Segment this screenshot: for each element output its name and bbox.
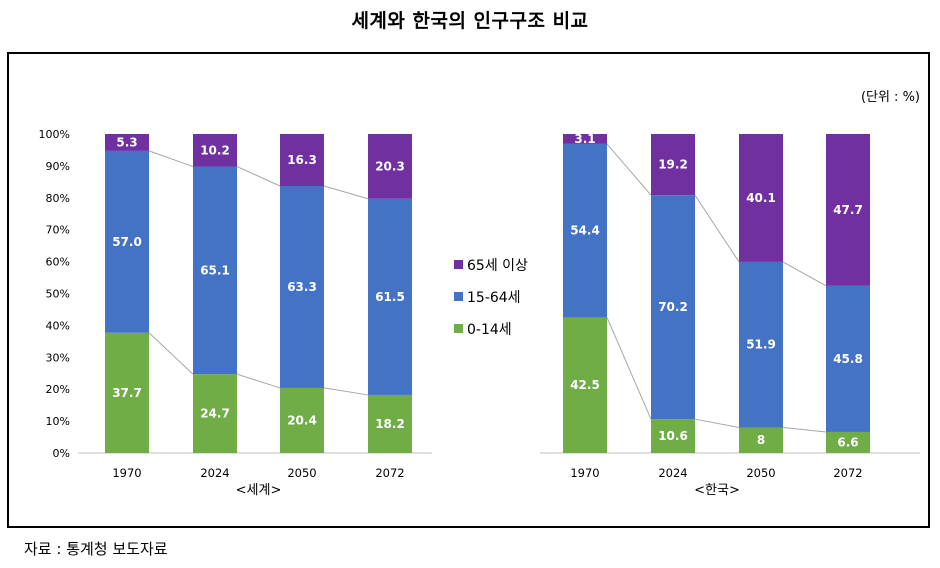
y-tick-label: 60%	[46, 256, 70, 269]
data-label: 24.7	[200, 407, 230, 421]
bar-segment	[368, 394, 412, 453]
connector-line	[694, 194, 740, 263]
category-label: 2072	[833, 466, 862, 480]
data-label: 57.0	[112, 235, 142, 249]
data-label: 10.2	[200, 143, 230, 157]
source-note: 자료 : 통계청 보도자료	[24, 540, 168, 558]
data-label: 20.4	[287, 413, 317, 427]
y-tick-label: 70%	[46, 224, 70, 237]
connector-line	[323, 387, 369, 396]
data-label: 10.6	[658, 429, 688, 443]
category-label: 2024	[658, 466, 687, 480]
bar-segment	[651, 195, 695, 420]
data-label: 63.3	[287, 280, 317, 294]
bar-segment	[193, 374, 237, 453]
category-label: 1970	[570, 466, 599, 480]
y-tick-label: 100%	[39, 128, 70, 141]
bar-segment	[651, 134, 695, 196]
connector-line	[694, 418, 740, 428]
unit-label: (단위 : %)	[860, 90, 920, 105]
category-label: 2050	[746, 466, 775, 480]
connector-line	[606, 143, 652, 196]
y-tick-label: 20%	[46, 383, 70, 396]
legend-swatch	[454, 292, 463, 301]
bar-segment	[563, 143, 607, 318]
data-label: 19.2	[658, 158, 688, 172]
data-label: 45.8	[833, 352, 863, 366]
data-label: 3.1	[574, 132, 595, 146]
legend-label: 65세 이상	[467, 258, 528, 274]
data-label: 42.5	[570, 378, 600, 392]
data-label: 47.7	[833, 203, 863, 217]
bar-segment	[368, 198, 412, 395]
data-label: 8	[757, 433, 765, 447]
bar-segment	[105, 332, 149, 453]
data-label: 5.3	[116, 135, 137, 149]
data-label: 6.6	[837, 435, 858, 449]
bar-segment	[651, 419, 695, 453]
connector-line	[323, 185, 369, 200]
legend-swatch	[454, 324, 463, 333]
category-label: 2072	[375, 466, 404, 480]
y-tick-label: 90%	[46, 160, 70, 173]
connector-line	[606, 317, 652, 420]
legend-swatch	[454, 260, 463, 269]
bar-segment	[739, 427, 783, 453]
connector-line	[236, 373, 281, 389]
y-tick-label: 10%	[46, 415, 70, 428]
bar-segment	[563, 317, 607, 453]
category-label: 2024	[200, 466, 229, 480]
bar-segment	[280, 134, 324, 186]
legend-label: 0-14세	[467, 322, 512, 338]
connector-line	[148, 332, 194, 375]
bar-segment	[826, 431, 870, 453]
bar-segment	[280, 185, 324, 388]
bar-segment	[105, 134, 149, 151]
bar-segment	[826, 134, 870, 286]
y-tick-label: 40%	[46, 319, 70, 332]
category-label: 2050	[287, 466, 316, 480]
data-label: 51.9	[746, 338, 776, 352]
bar-segment	[563, 134, 607, 144]
data-label: 16.3	[287, 153, 317, 167]
data-label: 20.3	[375, 159, 405, 173]
bar-segment	[368, 134, 412, 199]
chart-subtitle: <한국>	[694, 483, 740, 498]
bar-segment	[826, 285, 870, 432]
y-tick-label: 50%	[46, 288, 70, 301]
connector-line	[236, 166, 281, 187]
connector-line	[148, 150, 194, 168]
data-label: 18.2	[375, 417, 405, 431]
data-label: 54.4	[570, 224, 600, 238]
y-tick-label: 80%	[46, 192, 70, 205]
data-label: 65.1	[200, 263, 230, 277]
data-label: 61.5	[375, 290, 405, 304]
legend-label: 15-64세	[467, 290, 521, 306]
chart-frame	[7, 52, 930, 528]
bar-segment	[105, 150, 149, 333]
category-label: 1970	[112, 466, 141, 480]
bar-segment	[739, 134, 783, 262]
chart-subtitle: <세계>	[236, 483, 282, 498]
y-tick-label: 30%	[46, 351, 70, 364]
connector-line	[782, 261, 827, 287]
bar-segment	[280, 387, 324, 453]
bar-segment	[193, 134, 237, 167]
connector-line	[782, 426, 827, 433]
page-title: 세계와 한국의 인구구조 비교	[351, 10, 589, 32]
y-tick-label: 0%	[53, 447, 70, 460]
data-label: 37.7	[112, 386, 142, 400]
data-label: 70.2	[658, 300, 688, 314]
bar-segment	[193, 166, 237, 375]
bar-segment	[739, 261, 783, 428]
data-label: 40.1	[746, 191, 776, 205]
